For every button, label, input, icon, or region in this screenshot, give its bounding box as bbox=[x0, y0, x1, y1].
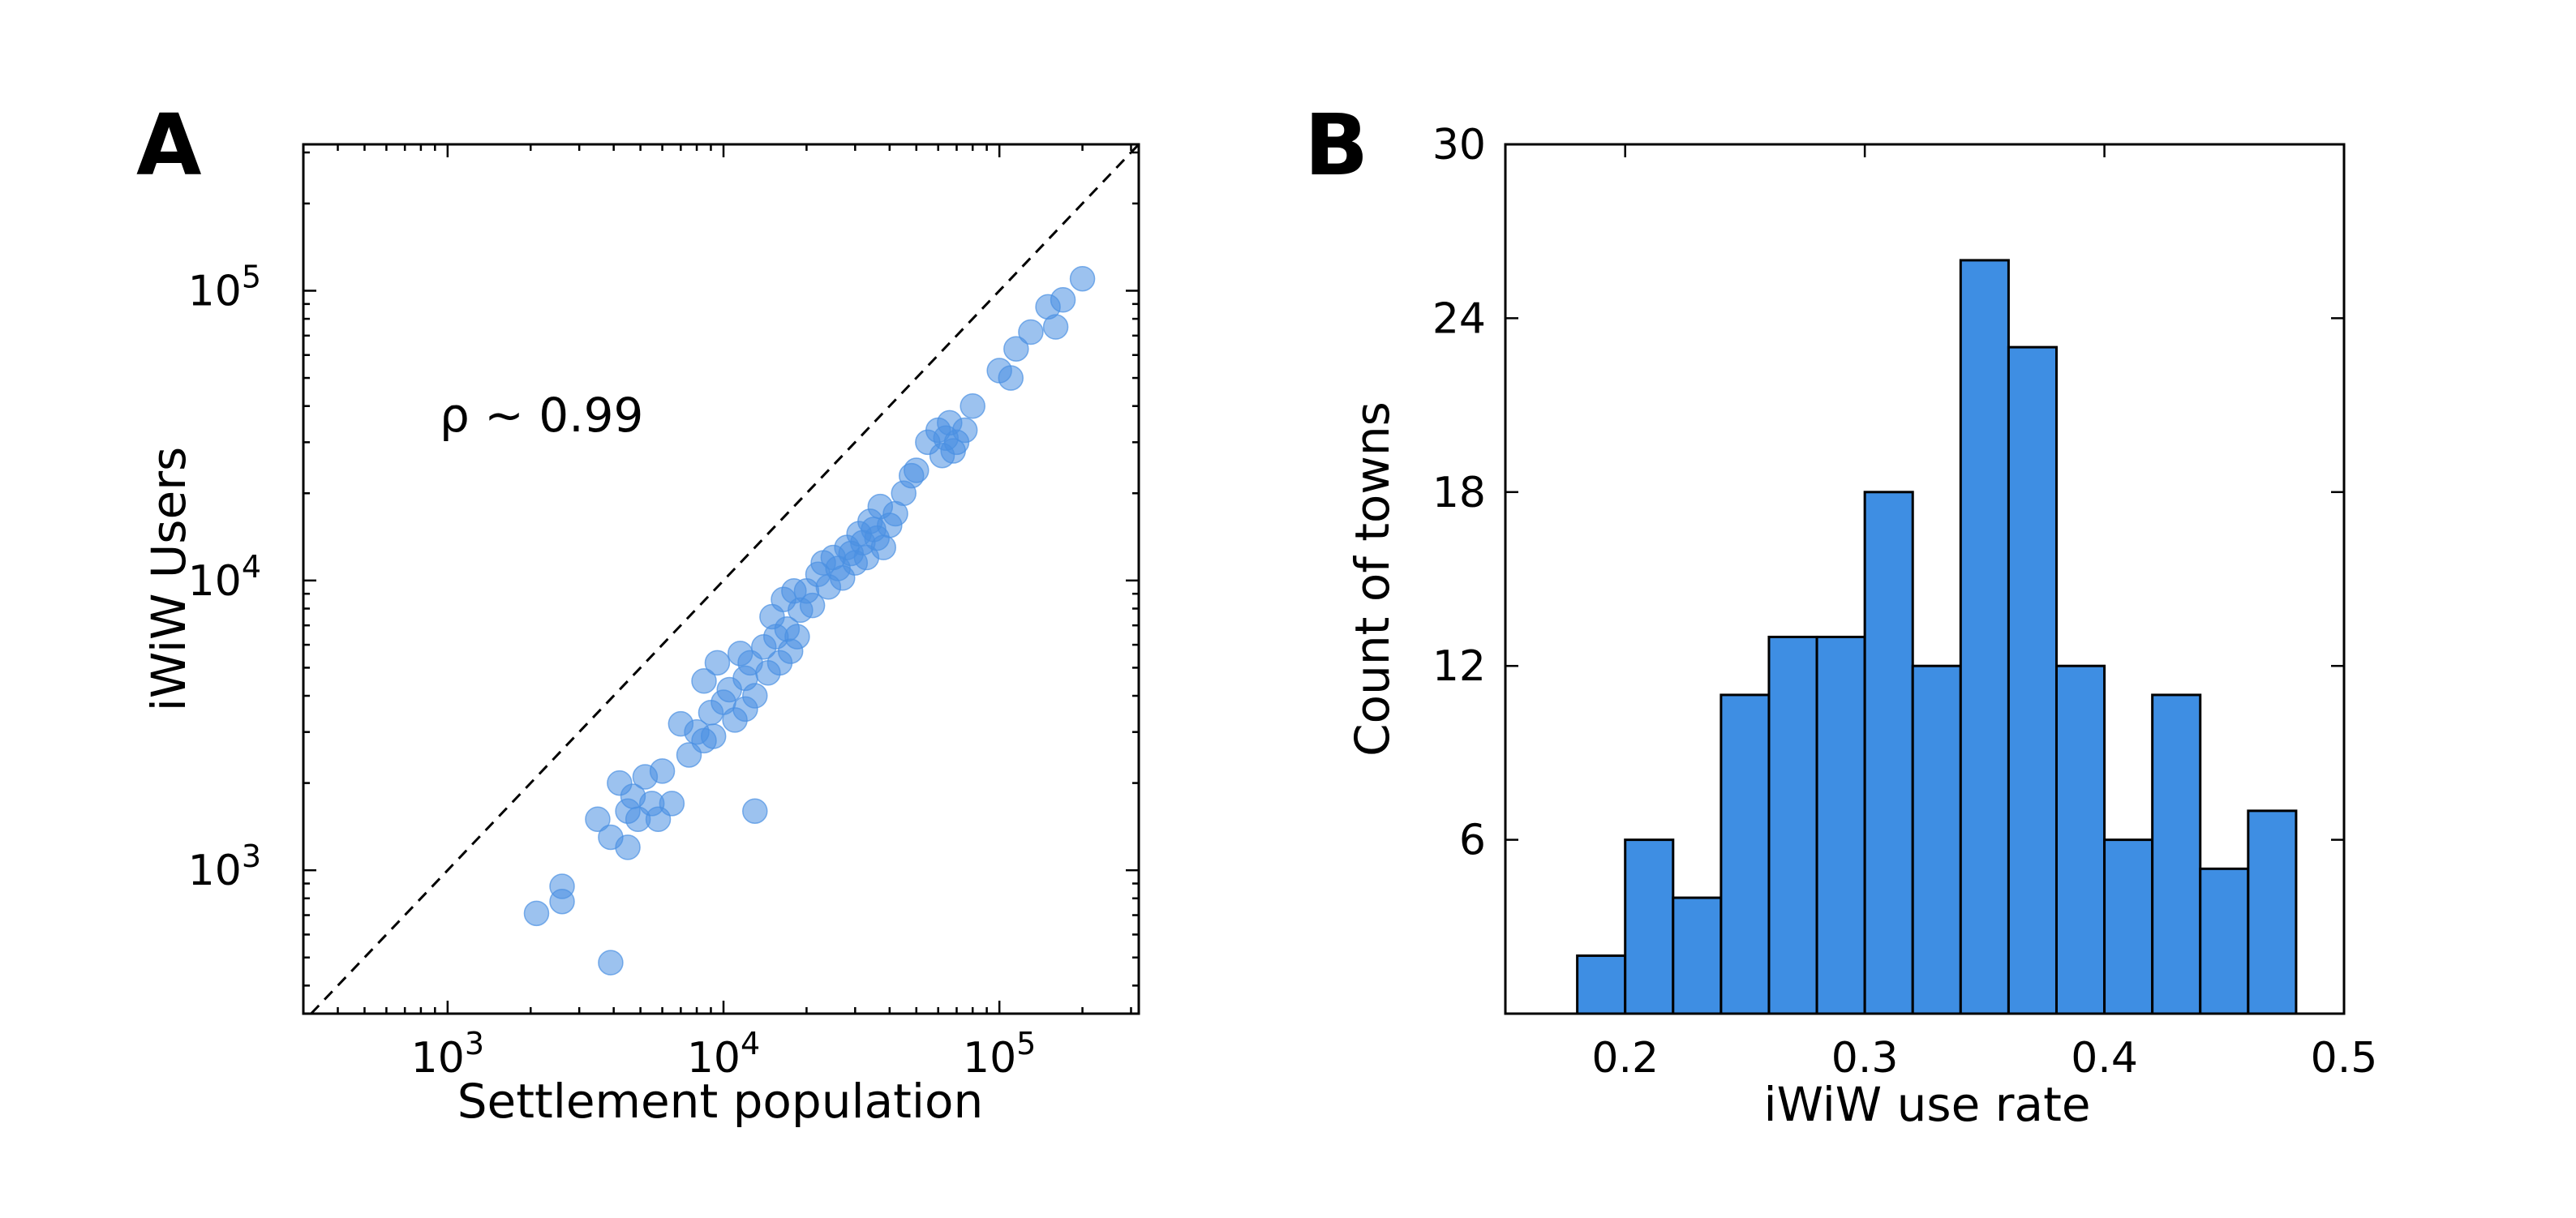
scatter-point bbox=[870, 534, 896, 560]
b-y-tick-label: 30 bbox=[1432, 121, 1486, 169]
panel-b-label: B bbox=[1304, 96, 1368, 195]
scatter-point bbox=[691, 668, 717, 694]
histogram-bar bbox=[1672, 896, 1723, 1015]
scatter-point bbox=[1050, 287, 1076, 313]
a-x-axis-title: Settlement population bbox=[457, 1074, 984, 1129]
scatter-point bbox=[598, 950, 624, 976]
a-plot-frame bbox=[302, 143, 1140, 1015]
scatter-point bbox=[549, 888, 575, 915]
histogram-bar bbox=[2199, 867, 2250, 1015]
scatter-point bbox=[904, 457, 930, 483]
a-y-tick-label: 105 bbox=[188, 259, 261, 316]
a-y-axis-title: iWiW Users bbox=[141, 447, 196, 712]
histogram-bar bbox=[1767, 635, 1818, 1015]
b-x-tick-label: 0.4 bbox=[2071, 1034, 2138, 1083]
scatter-point bbox=[585, 806, 611, 833]
b-x-tick-label: 0.3 bbox=[1831, 1034, 1899, 1083]
histogram-bar bbox=[2151, 693, 2202, 1015]
b-y-tick-label: 18 bbox=[1432, 469, 1486, 517]
a-x-tick-label: 105 bbox=[963, 1026, 1036, 1083]
scatter-point bbox=[799, 592, 826, 619]
scatter-point bbox=[960, 392, 985, 419]
histogram-bar bbox=[1863, 491, 1914, 1015]
histogram-bar bbox=[2103, 838, 2154, 1015]
panel-a-label: A bbox=[136, 96, 202, 195]
histogram-bar bbox=[1719, 693, 1771, 1015]
histogram-bar bbox=[1911, 664, 1962, 1015]
scatter-point bbox=[700, 723, 727, 749]
correlation-annotation: ρ ~ 0.99 bbox=[440, 388, 643, 443]
histogram-bar bbox=[2007, 345, 2058, 1015]
scatter-point bbox=[742, 798, 768, 824]
scatter-point bbox=[615, 834, 641, 860]
b-y-tick-label: 6 bbox=[1459, 817, 1486, 865]
scatter-point bbox=[951, 417, 978, 444]
b-y-tick-label: 12 bbox=[1432, 642, 1486, 691]
b-plot-frame bbox=[1504, 143, 2346, 1015]
b-x-axis-title: iWiW use rate bbox=[1764, 1077, 2091, 1132]
histogram-bar bbox=[2247, 809, 2298, 1015]
scatter-point bbox=[704, 650, 731, 676]
histogram-plot-area: 0.2 0.3 0.4 0.5 6 12 18 24 30 bbox=[1432, 121, 2378, 1083]
scatter-point bbox=[1003, 336, 1029, 362]
b-y-tick-label: 24 bbox=[1432, 294, 1486, 343]
scatter-point bbox=[998, 365, 1024, 391]
scatter-point bbox=[1069, 265, 1096, 292]
scatter-point bbox=[742, 683, 768, 709]
scatter-point bbox=[523, 900, 550, 927]
scatter-point bbox=[649, 758, 676, 784]
histogram-bar bbox=[1959, 259, 2010, 1015]
b-x-tick-label: 0.5 bbox=[2311, 1034, 2378, 1083]
b-y-axis-title: Count of towns bbox=[1345, 401, 1400, 757]
b-x-tick-label: 0.2 bbox=[1591, 1034, 1659, 1083]
histogram-bar bbox=[2054, 664, 2106, 1015]
a-y-tick-label: 103 bbox=[188, 838, 261, 895]
identity-dashed-line bbox=[310, 143, 1140, 1015]
histogram-bar bbox=[1815, 635, 1866, 1015]
panel-b-histogram: B 0.2 0.3 0.4 0.5 6 12 18 24 30 iWiW use rate Co… bbox=[1304, 96, 2377, 1132]
a-y-tick-label: 104 bbox=[188, 549, 261, 606]
histogram-bar bbox=[1624, 838, 1675, 1015]
scatter-point bbox=[1018, 319, 1044, 345]
scatter-point bbox=[784, 624, 810, 650]
scatter-point bbox=[659, 791, 685, 817]
scatter-point bbox=[1042, 314, 1069, 340]
histogram-bar bbox=[1576, 954, 1627, 1015]
